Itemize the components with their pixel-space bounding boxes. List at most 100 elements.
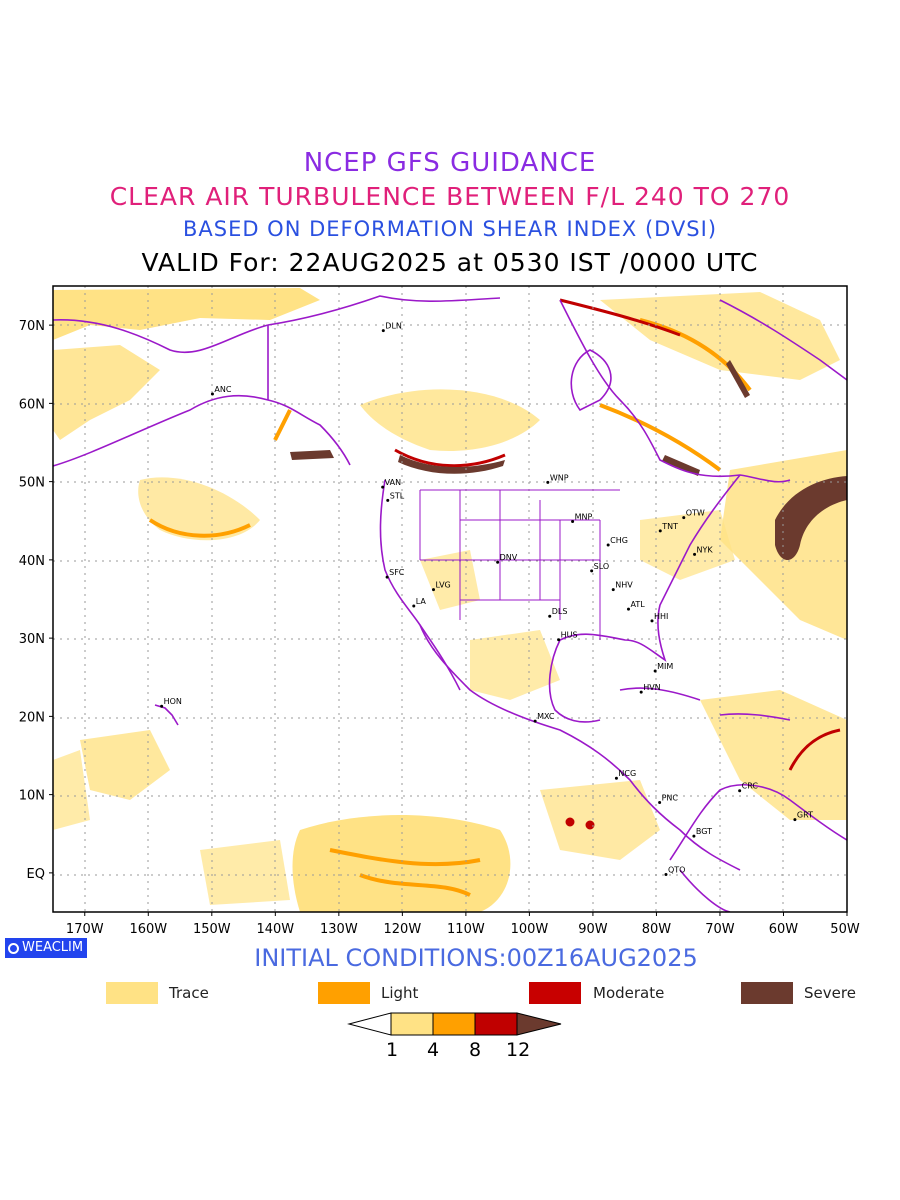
lat-tick-label: 50N — [19, 476, 45, 491]
station-marker — [692, 834, 696, 838]
station-label: MNP — [575, 513, 593, 522]
colorbar-bin — [390, 1012, 434, 1036]
station-marker — [385, 575, 389, 579]
legend-swatch — [741, 982, 793, 1004]
lat-tick-label: 20N — [19, 710, 45, 725]
lon-tick-label: 60W — [769, 922, 799, 937]
lat-tick-label: 60N — [19, 397, 45, 412]
colorbar-bin — [432, 1012, 476, 1036]
legend-label: Light — [381, 984, 419, 1002]
colorbar-tick: 4 — [427, 1039, 440, 1061]
lon-tick-label: 100W — [511, 922, 549, 937]
colorbar-tick: 1 — [386, 1039, 399, 1061]
lon-tick-label: 160W — [129, 922, 167, 937]
station-label: MIM — [657, 662, 673, 671]
station-marker — [381, 329, 385, 333]
station-marker — [533, 719, 537, 723]
station-marker — [693, 552, 697, 556]
station-marker — [557, 638, 561, 642]
station-label: LA — [416, 597, 427, 606]
legend-label: Moderate — [593, 984, 665, 1002]
turbulence-map: ANC DLN VAN STL WNP MNP TNT OTW CHG NYK DNV SFC SLO L… — [19, 285, 860, 937]
station-label: OTW — [686, 509, 705, 518]
station-marker — [653, 669, 657, 673]
legend-label: Trace — [169, 984, 209, 1002]
station-marker — [571, 520, 575, 524]
weaclim-logo-icon — [8, 943, 19, 954]
title-product: CLEAR AIR TURBULENCE BETWEEN F/L 240 TO … — [109, 182, 791, 211]
station-marker — [412, 604, 416, 608]
station-label: PNC — [662, 793, 679, 802]
station-marker — [590, 569, 594, 573]
initial-conditions: INITIAL CONDITIONS:00Z16AUG2025 — [254, 944, 698, 972]
lat-tick-label: 40N — [19, 554, 45, 569]
station-label: NCG — [618, 769, 636, 778]
station-marker — [546, 480, 550, 484]
colorbar-high-arrow — [516, 1012, 562, 1036]
lat-tick-label: 70N — [19, 319, 45, 334]
station-label: QTO — [668, 865, 685, 874]
colorbar-tick: 8 — [469, 1039, 482, 1061]
station-label: CHG — [610, 536, 628, 545]
station-marker — [793, 818, 797, 822]
station-label: HUS — [561, 631, 578, 640]
station-marker — [160, 704, 164, 708]
title-method: BASED ON DEFORMATION SHEAR INDEX (DVSI) — [182, 217, 718, 241]
map-frame — [52, 285, 848, 913]
station-label: LVG — [435, 581, 450, 590]
station-marker — [650, 619, 654, 623]
lat-tick-label: EQ — [27, 867, 45, 882]
station-marker — [614, 776, 618, 780]
station-label: HVN — [643, 683, 660, 692]
station-marker — [658, 529, 662, 533]
station-marker — [639, 690, 643, 694]
lat-tick-label: 30N — [19, 632, 45, 647]
lon-tick-label: 50W — [830, 922, 860, 937]
lon-tick-label: 170W — [66, 922, 104, 937]
station-label: TNT — [661, 522, 678, 531]
station-label: HHI — [654, 612, 668, 621]
lon-tick-label: 70W — [705, 922, 735, 937]
colorbar-tick: 12 — [506, 1039, 531, 1061]
latitude-axis: 70N 60N 50N 40N 30N 20N 10N EQ — [19, 319, 53, 882]
station-label: DLN — [385, 322, 402, 331]
colorbar — [347, 1012, 562, 1036]
station-marker — [548, 614, 552, 618]
station-label: NYK — [697, 545, 714, 554]
station-marker — [606, 543, 610, 547]
colorbar-low-arrow — [347, 1012, 392, 1036]
coastlines — [53, 295, 847, 912]
legend-swatch — [106, 982, 158, 1004]
colorbar-bin — [474, 1012, 518, 1036]
title-valid-time: VALID For: 22AUG2025 at 0530 IST /0000 U… — [141, 248, 759, 277]
station-marker — [210, 392, 214, 396]
lon-tick-label: 120W — [384, 922, 422, 937]
light-areas — [148, 318, 752, 897]
lon-tick-label: 140W — [256, 922, 294, 937]
longitude-axis: 170W 160W 150W 140W 130W 120W 110W 100W 90W 80W 70… — [66, 912, 860, 937]
legend-swatch — [529, 982, 581, 1004]
station-marker — [658, 800, 662, 804]
station-label: DLS — [552, 607, 568, 616]
severe-areas — [290, 360, 847, 560]
lon-tick-label: 150W — [193, 922, 231, 937]
station-label: SLO — [594, 562, 610, 571]
legend-label: Severe — [804, 984, 856, 1002]
station-label: NHV — [615, 581, 633, 590]
station-label: BGT — [696, 827, 712, 836]
station-label: ATL — [630, 600, 645, 609]
lon-tick-label: 90W — [578, 922, 608, 937]
legend-swatch — [318, 982, 370, 1004]
lon-tick-label: 80W — [642, 922, 672, 937]
station-label: CRC — [742, 782, 759, 791]
lon-tick-label: 110W — [447, 922, 485, 937]
moderate-areas — [394, 298, 841, 830]
station-marker — [381, 485, 385, 489]
station-marker — [431, 588, 435, 592]
station-label: ANC — [214, 385, 231, 394]
station-label: STL — [390, 491, 405, 500]
station-marker — [611, 588, 615, 592]
station-marker — [664, 872, 668, 876]
lon-tick-label: 130W — [320, 922, 358, 937]
station-label: VAN — [385, 478, 401, 487]
